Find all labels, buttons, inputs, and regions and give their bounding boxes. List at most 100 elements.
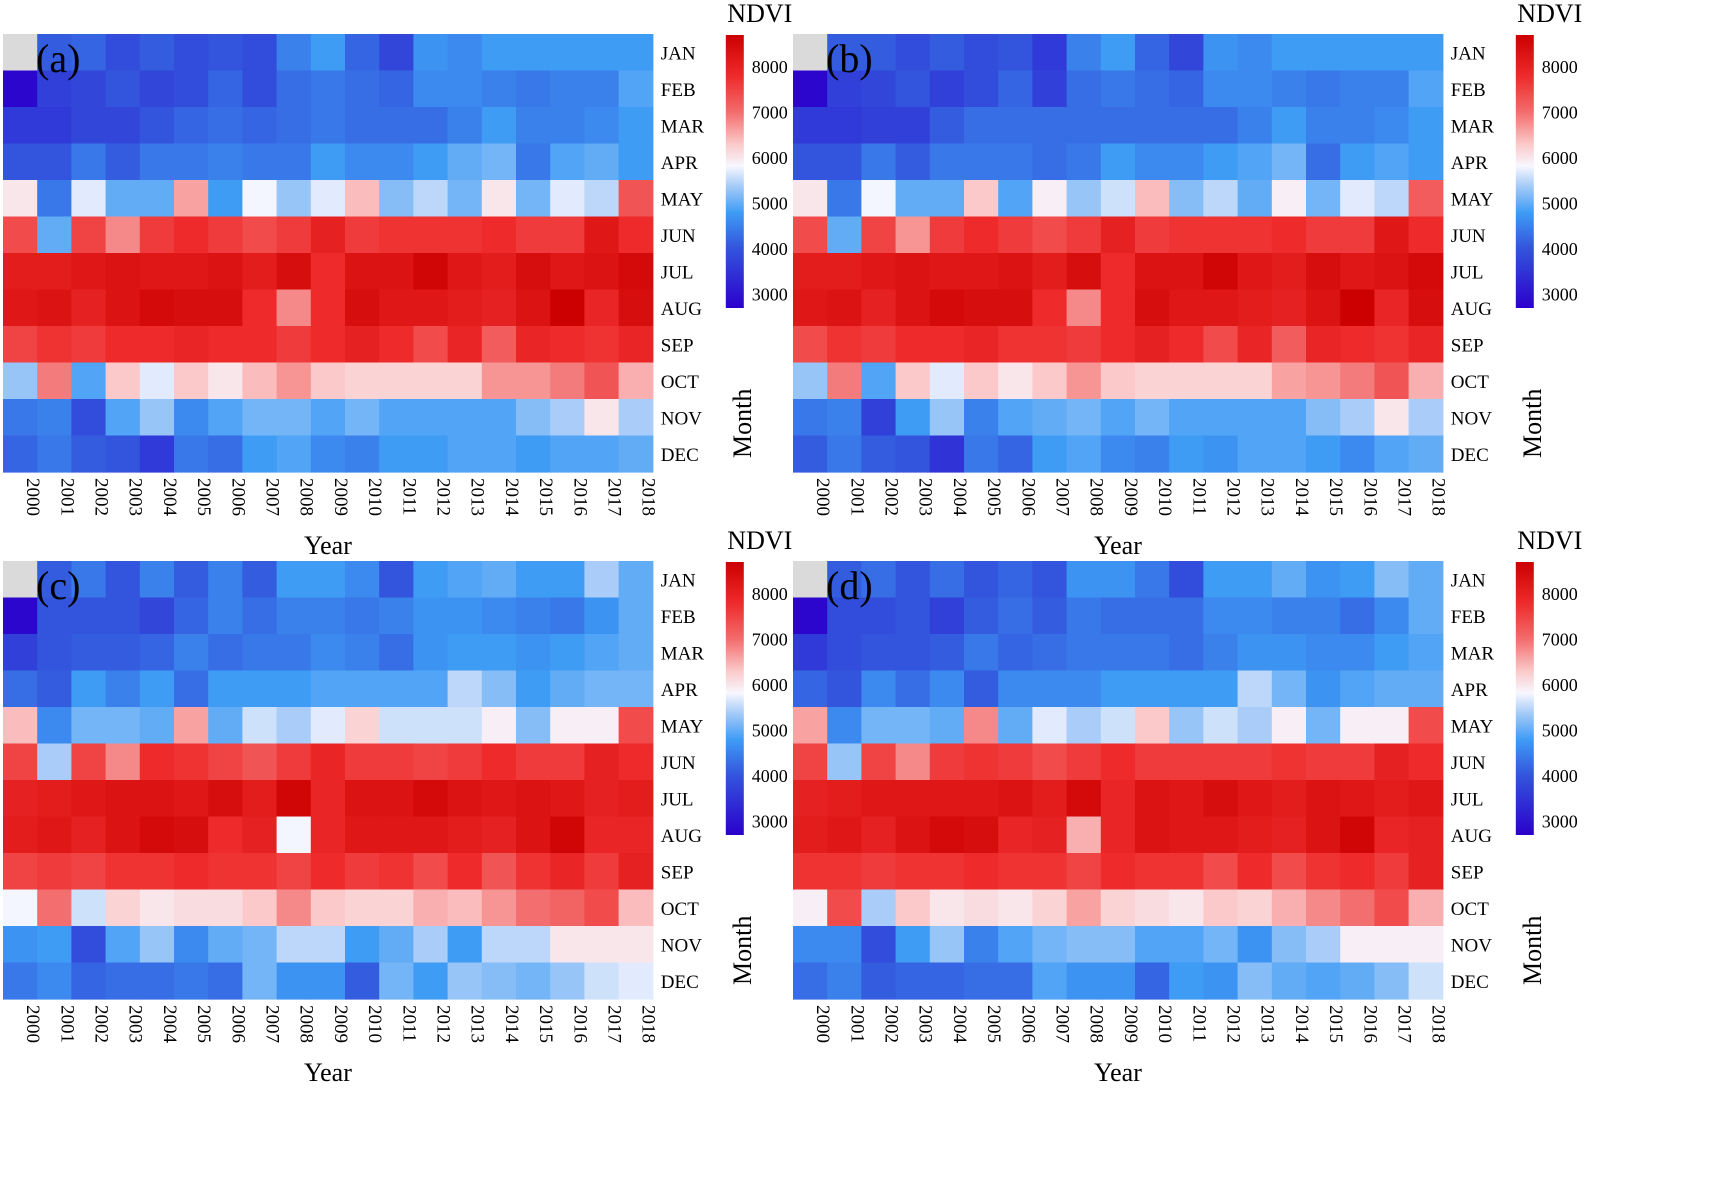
heatmap-cell [1237, 435, 1273, 473]
heatmap-cell [1203, 70, 1239, 108]
heatmap-cell [242, 889, 278, 927]
heatmap-cell [105, 889, 141, 927]
heatmap-cell [1306, 816, 1341, 854]
heatmap-cell [895, 780, 931, 818]
heatmap-cell [929, 816, 965, 854]
year-tick-label: 2011 [1188, 1005, 1209, 1042]
heatmap-cell [3, 889, 38, 927]
heatmap-cell [584, 670, 620, 708]
heatmap-cell [618, 216, 654, 254]
heatmap-cell [139, 889, 175, 927]
heatmap-cell [447, 962, 483, 1000]
heatmap-cell [861, 743, 897, 781]
heatmap-cell [861, 816, 897, 854]
heatmap-cell [208, 180, 243, 218]
month-tick-label: FEB [661, 607, 696, 628]
heatmap-cell [1408, 780, 1444, 818]
heatmap-cell [964, 670, 999, 708]
heatmap-cell [1374, 399, 1410, 437]
heatmap-cell [964, 362, 999, 400]
x-axis-label: Year [1094, 1058, 1142, 1087]
heatmap-cell [827, 561, 862, 599]
heatmap-cell [105, 34, 141, 72]
heatmap-cell [1203, 253, 1239, 291]
heatmap-cell [379, 816, 414, 854]
heatmap-cell [516, 853, 551, 891]
heatmap-cell [481, 435, 517, 473]
heatmap-cell [139, 253, 175, 291]
heatmap-cell [827, 926, 862, 964]
heatmap-cell [895, 107, 931, 145]
heatmap-cell [929, 362, 965, 400]
heatmap-cell [550, 399, 585, 437]
heatmap-cell [618, 634, 654, 672]
heatmap-cell [1306, 34, 1341, 72]
heatmap-cell [1237, 180, 1273, 218]
heatmap-cell [964, 435, 999, 473]
heatmap-cell [1237, 780, 1273, 818]
heatmap-cell [861, 70, 897, 108]
heatmap-cell [998, 780, 1033, 818]
heatmap-cell [71, 853, 107, 891]
heatmap-cell [174, 289, 209, 327]
heatmap-cell [827, 399, 862, 437]
heatmap-cell [827, 362, 862, 400]
heatmap-cell [276, 143, 312, 181]
heatmap-cell [516, 561, 551, 599]
heatmap-cell [1237, 889, 1273, 927]
heatmap-cell [1100, 853, 1136, 891]
heatmap-cell [861, 634, 897, 672]
heatmap-cell [174, 707, 209, 745]
heatmap-cell [1032, 780, 1068, 818]
heatmap-cell [276, 853, 312, 891]
heatmap-cell [1066, 326, 1102, 364]
heatmap-cell [827, 634, 862, 672]
heatmap-cell [105, 816, 141, 854]
panel-label: (a) [36, 36, 80, 81]
heatmap-cell [998, 34, 1033, 72]
heatmap-cell [139, 70, 175, 108]
heatmap-cell [242, 326, 278, 364]
heatmap-cell [584, 634, 620, 672]
heatmap-cell [998, 326, 1033, 364]
heatmap-cell [1408, 707, 1444, 745]
heatmap-cell [1408, 216, 1444, 254]
heatmap-cell [861, 289, 897, 327]
heatmap-cell [71, 107, 107, 145]
heatmap-cell [481, 561, 517, 599]
heatmap-cell [3, 926, 38, 964]
heatmap-cell [1237, 853, 1273, 891]
year-tick-label: 2010 [1154, 1005, 1175, 1043]
heatmap-cell [1408, 143, 1444, 181]
heatmap-cell [895, 216, 931, 254]
heatmap-cell [105, 399, 141, 437]
heatmap-cell [929, 399, 965, 437]
heatmap-cell [1306, 889, 1341, 927]
heatmap-cell [793, 780, 828, 818]
heatmap-cell [1066, 216, 1102, 254]
month-tick-label: OCT [1451, 899, 1489, 920]
colorbar-tick-label: 7000 [752, 629, 788, 649]
heatmap-cell [827, 253, 862, 291]
heatmap-cell [413, 70, 449, 108]
heatmap-cell [37, 216, 72, 254]
heatmap-cell [793, 561, 828, 599]
colorbar-tick-label: 7000 [1542, 629, 1578, 649]
year-tick-label: 2016 [569, 478, 590, 516]
heatmap-cell [1203, 707, 1239, 745]
heatmap-cell [139, 216, 175, 254]
heatmap-cell [1100, 561, 1136, 599]
heatmap-cell [964, 707, 999, 745]
heatmap-cell [481, 926, 517, 964]
year-tick-label: 2002 [881, 1005, 902, 1043]
year-tick-label: 2015 [535, 1005, 556, 1043]
heatmap-cell [242, 926, 278, 964]
year-tick-label: 2017 [604, 1005, 625, 1043]
heatmap-cell [1408, 743, 1444, 781]
heatmap-cell [827, 597, 862, 635]
heatmap-cell [895, 743, 931, 781]
heatmap-cell [895, 362, 931, 400]
heatmap-cell [1340, 597, 1375, 635]
heatmap-cell [1374, 216, 1410, 254]
